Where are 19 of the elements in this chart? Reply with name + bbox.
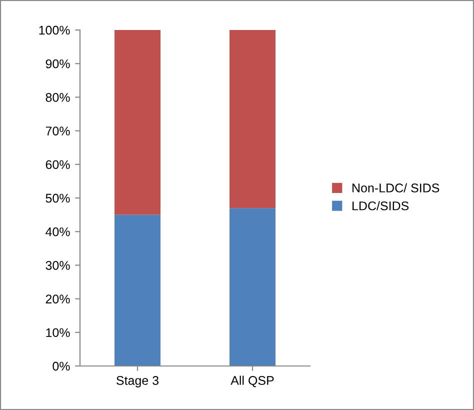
x-tick-label: Stage 3	[116, 376, 158, 388]
y-tick-label: 10%	[46, 328, 70, 338]
bar	[114, 30, 160, 215]
x-tick-label: All QSP	[230, 376, 274, 388]
bar	[114, 214, 160, 366]
y-tick-label: 30%	[46, 261, 70, 270]
y-tick-label: 90%	[46, 59, 70, 68]
y-tick-label: 100%	[39, 26, 70, 35]
y-tick-label: 50%	[46, 194, 70, 203]
y-tick-label: 60%	[46, 160, 70, 170]
y-tick-label: 80%	[46, 93, 70, 102]
y-tick-label: 40%	[46, 227, 70, 236]
y-tick-label: 20%	[46, 294, 70, 304]
y-tick-label: 70%	[46, 126, 70, 136]
y-tick-label: 0%	[52, 362, 70, 371]
legend-label: Non-LDC/ SIDS	[352, 183, 440, 192]
bar	[230, 208, 276, 366]
bar	[230, 30, 276, 208]
legend-label: LDC/SIDS	[352, 201, 409, 210]
